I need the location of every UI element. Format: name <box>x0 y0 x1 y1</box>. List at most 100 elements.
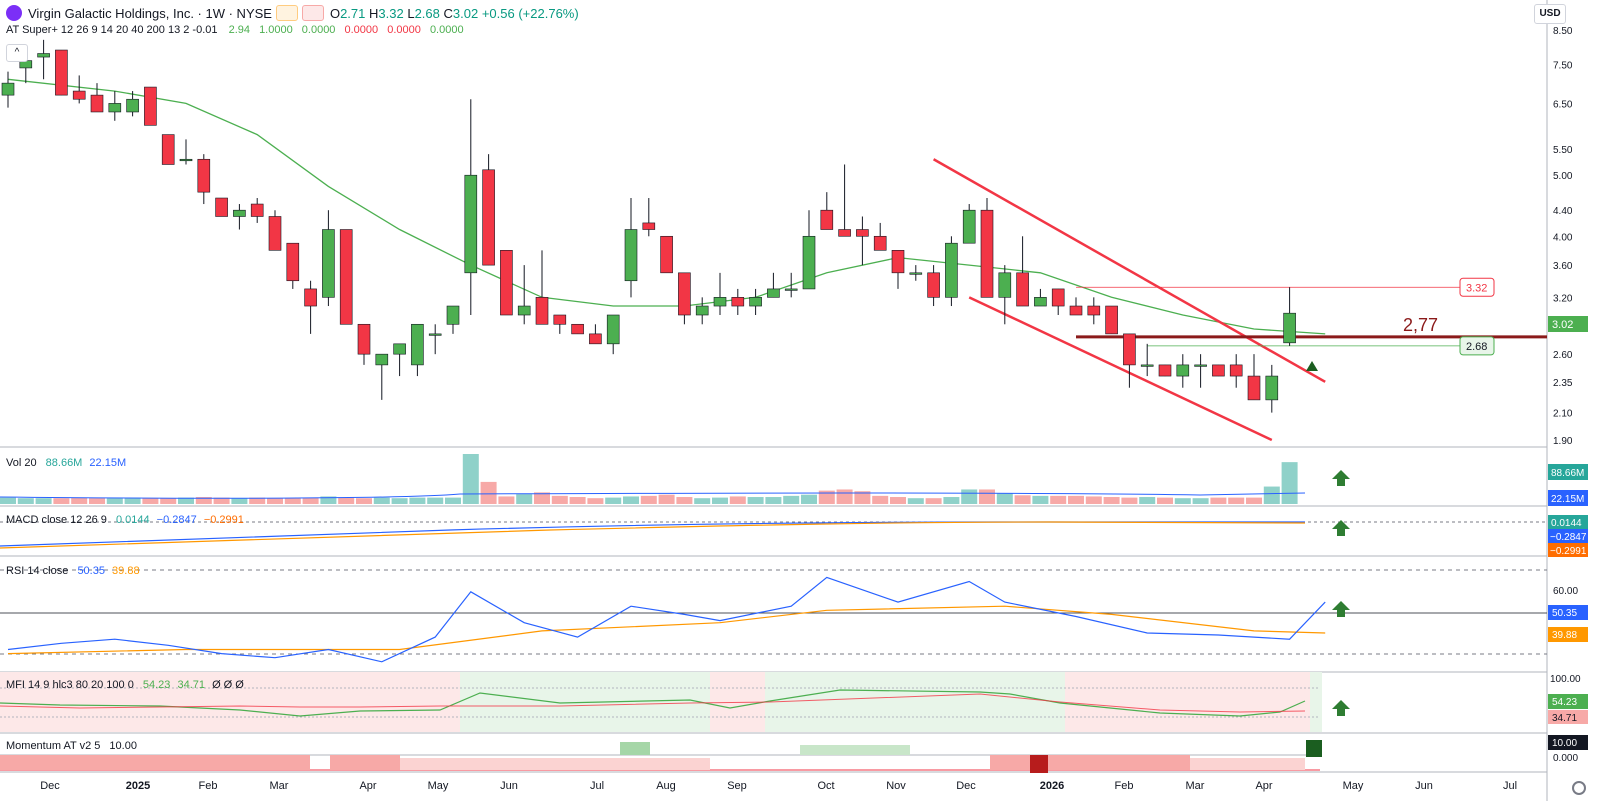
price-tick-label: 2.60 <box>1553 350 1573 361</box>
volume-bar <box>979 489 995 504</box>
volume-bar <box>338 497 355 504</box>
channel-upper-line <box>932 158 1326 383</box>
candle-body <box>535 297 549 325</box>
time-tick-label: Apr <box>1255 780 1272 792</box>
time-tick-label: Aug <box>656 780 676 792</box>
volume-bar <box>302 497 319 504</box>
volume-bar <box>996 493 1013 504</box>
price-tick-label: 4.00 <box>1553 232 1573 243</box>
price-tick-label: 5.00 <box>1553 171 1573 182</box>
candle-body <box>1016 272 1029 307</box>
volume-bar <box>1085 496 1102 504</box>
candle-body <box>179 158 193 162</box>
candle-body <box>1212 364 1225 377</box>
volume-bar <box>854 491 871 504</box>
volume-bar <box>818 490 835 504</box>
candle-body <box>517 305 531 316</box>
volume-bar <box>142 498 159 504</box>
arrow-up-icon <box>1332 470 1350 486</box>
wave-icon[interactable] <box>301 5 324 21</box>
volume-bar <box>890 497 906 504</box>
volume-bar <box>658 494 675 504</box>
svg-text:0.000: 0.000 <box>1553 753 1578 764</box>
candle-body <box>161 134 175 165</box>
volume-bar <box>409 497 426 504</box>
volume-bar <box>1068 495 1084 504</box>
candle-body <box>144 86 157 126</box>
mfi-legend[interactable]: MFI 14 9 hlc3 80 20 100 0 54.23 34.71 Ø … <box>6 679 244 691</box>
volume-bar <box>925 498 942 504</box>
candle-body <box>660 235 673 274</box>
symbol-title[interactable]: Virgin Galactic Holdings, Inc. · 1W · NY… <box>28 5 272 21</box>
volume-bar <box>249 497 266 504</box>
level-badge <box>1459 336 1495 356</box>
level-label: 2.68 <box>1466 341 1487 353</box>
collapse-legend-button[interactable]: ^ <box>6 44 28 62</box>
sun-icon[interactable] <box>275 5 298 21</box>
mfi-line <box>0 689 1306 717</box>
volume-bar <box>106 498 123 504</box>
candle-body <box>802 235 816 290</box>
volume-bar <box>1263 486 1280 504</box>
volume-legend[interactable]: Vol 20 88.66M 22.15M <box>6 457 127 469</box>
time-tick-label: Nov <box>886 780 906 792</box>
volume-bar <box>516 494 533 504</box>
price-tick-label: 3.60 <box>1553 261 1573 272</box>
volume-bar <box>1157 497 1173 504</box>
candle-body <box>642 222 656 230</box>
svg-text:88.66M: 88.66M <box>1551 468 1584 479</box>
level-badge <box>1459 277 1495 297</box>
macd-legend[interactable]: MACD close 12 26 9 0.0144 −0.2847 −0.299… <box>6 514 244 526</box>
candle-body <box>784 288 798 291</box>
volume-bar <box>498 496 515 504</box>
candle-body <box>1123 333 1136 366</box>
price-tick-label: 5.50 <box>1553 145 1573 156</box>
volume-bar <box>747 497 764 504</box>
volume-bar <box>640 495 657 504</box>
candle-body <box>464 174 478 274</box>
svg-text:50.35: 50.35 <box>1552 608 1577 619</box>
candle-body <box>891 250 905 274</box>
volume-bar <box>35 498 52 504</box>
volume-bar <box>356 498 372 504</box>
candle-body <box>233 209 246 217</box>
channel-lower-line <box>968 296 1273 442</box>
volume-bar <box>1192 498 1209 504</box>
time-tick-label: Jul <box>590 780 604 792</box>
rsi-guides <box>0 569 1547 655</box>
candle-body <box>998 272 1012 298</box>
candle-body <box>1 82 15 96</box>
volume-bar <box>676 497 693 504</box>
candle-body <box>624 229 638 282</box>
svg-text:34.71: 34.71 <box>1552 713 1577 724</box>
momentum-legend[interactable]: Momentum AT v2 5 10.00 <box>6 740 137 752</box>
gear-icon[interactable] <box>1572 781 1586 795</box>
svg-text:54.23: 54.23 <box>1552 697 1577 708</box>
candle-body <box>304 288 317 307</box>
volume-bar <box>1174 498 1191 504</box>
candle-body <box>927 272 940 298</box>
candle-body <box>1069 305 1083 316</box>
time-tick-label: Jun <box>1415 780 1433 792</box>
macd-pane <box>0 521 1547 549</box>
indicator-legend[interactable]: AT Super+ 12 26 9 14 20 40 200 13 2 -0.0… <box>6 24 464 36</box>
volume-bar <box>587 498 604 504</box>
candle-body <box>1158 364 1172 377</box>
arrow-up-icon <box>1332 601 1350 617</box>
volume-bar <box>729 496 746 504</box>
candle-body <box>678 272 691 316</box>
candle-body <box>749 297 762 307</box>
volume-bar <box>1050 495 1067 504</box>
volume-bar <box>1281 462 1298 504</box>
candle-body <box>1283 312 1296 344</box>
currency-selector[interactable]: USD <box>1534 4 1566 24</box>
price-tick-label: 7.50 <box>1553 60 1573 71</box>
volume-bar <box>1014 495 1031 504</box>
rsi-legend[interactable]: RSI 14 close 50.35 39.88 <box>6 565 140 577</box>
svg-text:22.15M: 22.15M <box>1551 494 1584 505</box>
candle-body <box>375 353 389 366</box>
candle-body <box>482 169 495 266</box>
volume-bar <box>783 495 800 504</box>
